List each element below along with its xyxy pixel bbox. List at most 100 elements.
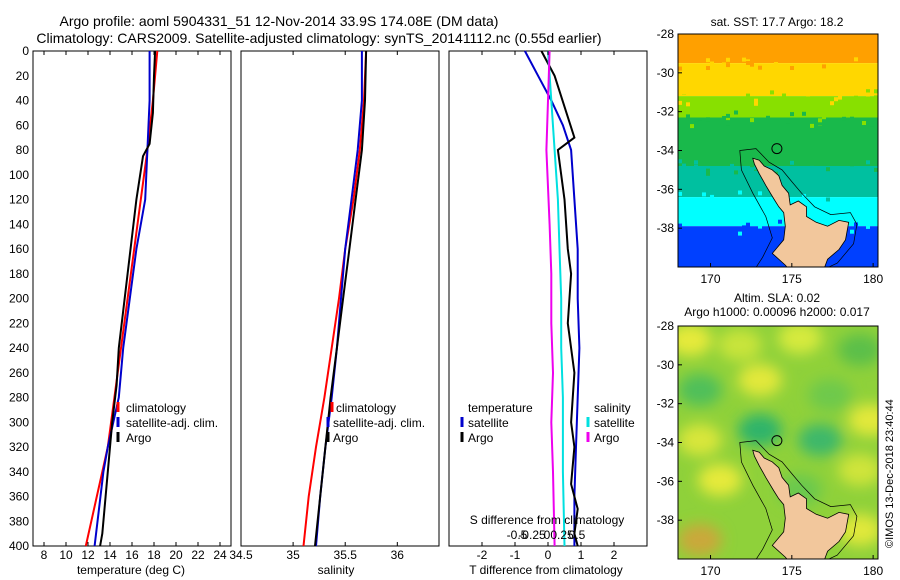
sst-pixel — [734, 110, 738, 115]
sst-pixel — [678, 159, 682, 164]
sst-pixel — [730, 163, 734, 168]
x-tick-label: 24 — [213, 548, 227, 562]
sst-pixel — [726, 121, 730, 126]
sst-pixel — [822, 64, 826, 69]
sst-pixel — [726, 113, 730, 118]
sst-pixel — [782, 93, 786, 98]
sst-pixel — [734, 170, 738, 175]
lon-tick-label: 170 — [701, 564, 721, 578]
sst-pixel — [698, 120, 702, 125]
sla-anomaly — [738, 414, 782, 446]
sst-pixel — [762, 160, 766, 165]
s-tick-label: 0.25 — [550, 528, 574, 542]
s-tick-label: -0.5 — [507, 528, 528, 542]
lat-tick-label: -30 — [657, 358, 675, 372]
sst-pixel — [754, 101, 758, 106]
sst-pixel — [682, 90, 686, 94]
sst-pixel — [866, 160, 870, 165]
sst-pixel — [786, 123, 790, 128]
sst-pixel — [874, 95, 878, 100]
series-line-t-argo — [540, 50, 579, 547]
lon-tick-label: 170 — [701, 272, 721, 286]
sst-pixel — [826, 167, 830, 172]
sst-pixel — [710, 57, 714, 62]
sla-anomaly — [838, 454, 878, 486]
depth-tick-label: 40 — [16, 94, 30, 108]
depth-tick-label: 20 — [16, 69, 30, 83]
series-line-argo — [99, 50, 157, 547]
x-tick-label: 10 — [59, 548, 73, 562]
sst-pixel — [706, 66, 710, 70]
legend-label-climatology: climatology — [126, 401, 186, 415]
x-tick-label: 12 — [81, 548, 95, 562]
depth-tick-label: 400 — [9, 539, 29, 553]
sst-pixel — [786, 119, 790, 124]
sst-pixel — [766, 160, 770, 165]
x-tick-label: 22 — [191, 548, 205, 562]
depth-tick-label: 120 — [9, 193, 29, 207]
sst-pixel — [858, 97, 862, 102]
sla-anomaly — [678, 374, 722, 406]
sst-map: sat. SST: 17.7 Argo: 18.2 -28 -30 -32 -34 -3… — [657, 15, 884, 286]
sst-pixel — [678, 100, 682, 105]
depth-tick-label: 60 — [16, 118, 30, 132]
lon-tick-label: 175 — [782, 272, 802, 286]
sst-pixel — [742, 225, 746, 230]
sst-pixel — [774, 62, 778, 66]
sst-pixel — [690, 124, 694, 129]
sst-pixel — [810, 165, 814, 170]
depth-tick-label: 240 — [9, 341, 29, 355]
sst-pixel — [850, 116, 854, 121]
sst-pixel — [738, 64, 742, 69]
sst-pixel — [710, 60, 714, 64]
sst-pixel — [814, 192, 818, 197]
sst-band — [678, 96, 878, 118]
sst-pixel — [830, 101, 834, 106]
legend-label-t-satellite: satellite — [468, 416, 509, 430]
sst-pixel — [874, 200, 878, 205]
depth-tick-label: 140 — [9, 217, 29, 231]
x-tick-label: 34.5 — [229, 548, 253, 562]
sla-anomaly — [678, 524, 722, 556]
sst-pixel — [734, 201, 738, 206]
sst-pixel — [706, 58, 710, 63]
lat-tick-label: -36 — [657, 182, 675, 196]
sst-pixel — [682, 163, 686, 168]
lat-tick-label: -30 — [657, 66, 675, 80]
depth-tick-label: 380 — [9, 514, 29, 528]
x-tick-label: 36 — [391, 548, 405, 562]
t-difference-xlabel: T difference from climatology — [469, 563, 623, 577]
sla-anomaly — [778, 326, 822, 354]
sst-pixel — [810, 123, 814, 128]
title-line1: Argo profile: aoml 5904331_51 12-Nov-201… — [60, 13, 499, 29]
series-line-climatology — [302, 50, 368, 547]
lat-tick-label: -32 — [657, 397, 675, 411]
lon-tick-label: 180 — [863, 564, 883, 578]
sst-pixel — [790, 160, 794, 165]
sla-anomaly — [738, 364, 782, 396]
sla-anomaly — [698, 464, 742, 496]
sst-pixel — [706, 171, 710, 176]
sla-anomaly — [848, 404, 878, 436]
sst-pixel — [822, 115, 826, 120]
lat-tick-label: -32 — [657, 105, 675, 119]
sst-band — [678, 117, 878, 166]
lat-tick-label: -36 — [657, 474, 675, 488]
temperature-axes-box — [32, 50, 232, 547]
x-tick-label: 8 — [41, 548, 48, 562]
sst-pixel — [678, 66, 682, 71]
depth-tick-label: 360 — [9, 490, 29, 504]
sst-pixel — [726, 63, 730, 68]
salinity-panel: 34.5 35 35.5 36 salinity climatology satell… — [229, 50, 440, 577]
sst-pixel — [854, 57, 858, 62]
sst-pixel — [866, 224, 870, 229]
sla-anomaly — [838, 334, 878, 366]
sst-pixel — [818, 118, 822, 123]
sst-pixel — [694, 164, 698, 169]
sst-pixel — [742, 57, 746, 62]
sst-pixel — [850, 162, 854, 167]
sst-pixel — [758, 224, 762, 229]
x-tick-label: -1 — [510, 548, 521, 562]
sst-pixel — [686, 102, 690, 107]
legend-label-argo: Argo — [333, 431, 359, 445]
